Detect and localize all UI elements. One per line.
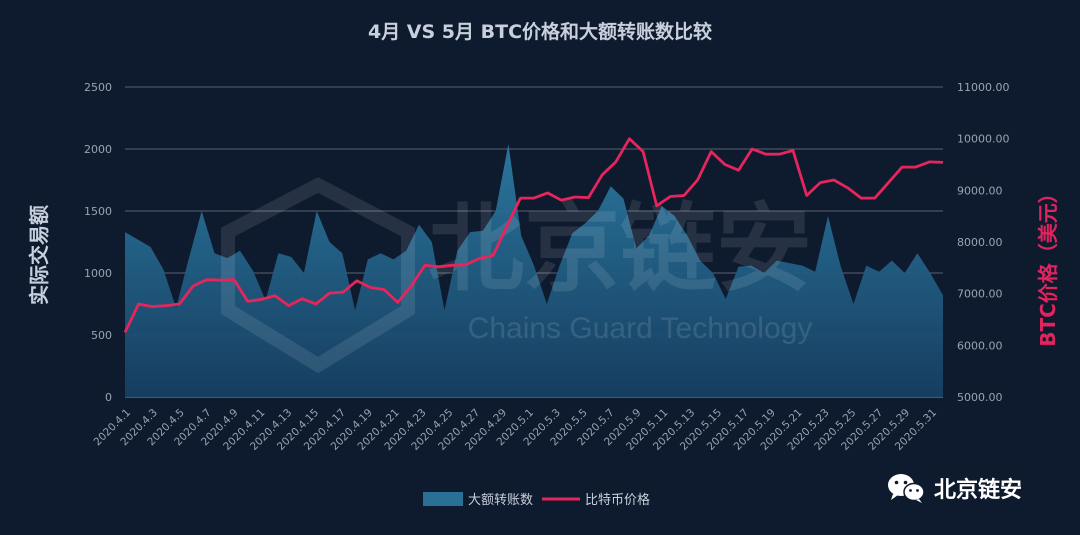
- y-tick-right: 9000.00: [957, 184, 1003, 197]
- y-tick-right: 5000.00: [957, 391, 1003, 404]
- brand: 北京链安: [886, 468, 1022, 508]
- y-tick-right: 7000.00: [957, 288, 1003, 301]
- legend-area-swatch: [423, 492, 463, 506]
- y-tick-right: 10000.00: [957, 133, 1010, 146]
- legend: 大额转账数 比特币价格: [423, 492, 650, 508]
- wechat-icon: [888, 474, 925, 503]
- chart-title: 4月 VS 5月 BTC价格和大额转账数比较: [368, 20, 712, 43]
- y-tick-left: 2500: [84, 81, 112, 94]
- series-area-large-transfers: [125, 144, 943, 397]
- watermark-en: Chains Guard Technology: [468, 312, 813, 345]
- watermark-cn: 北京链安: [428, 193, 812, 305]
- brand-name: 北京链安: [934, 478, 1023, 503]
- y-tick-right: 6000.00: [957, 339, 1003, 352]
- legend-line-label: 比特币价格: [585, 492, 650, 508]
- y-tick-right: 8000.00: [957, 236, 1003, 249]
- y-tick-left: 1500: [84, 205, 112, 218]
- series-line-btc-price: [123, 137, 944, 334]
- y-tick-left: 0: [105, 391, 112, 404]
- legend-area-label: 大额转账数: [468, 493, 533, 508]
- y-axis-left-label: 实际交易额: [27, 205, 51, 305]
- watermark-shield-icon: [221, 177, 415, 374]
- y-tick-left: 500: [91, 329, 112, 342]
- y-tick-left: 1000: [84, 267, 112, 280]
- y-tick-left: 2000: [84, 143, 112, 156]
- y-tick-right: 11000.00: [957, 81, 1010, 94]
- y-axis-right-label: BTC价格（美元）: [1036, 183, 1060, 347]
- watermark: 北京链安 Chains Guard Technology: [221, 177, 813, 374]
